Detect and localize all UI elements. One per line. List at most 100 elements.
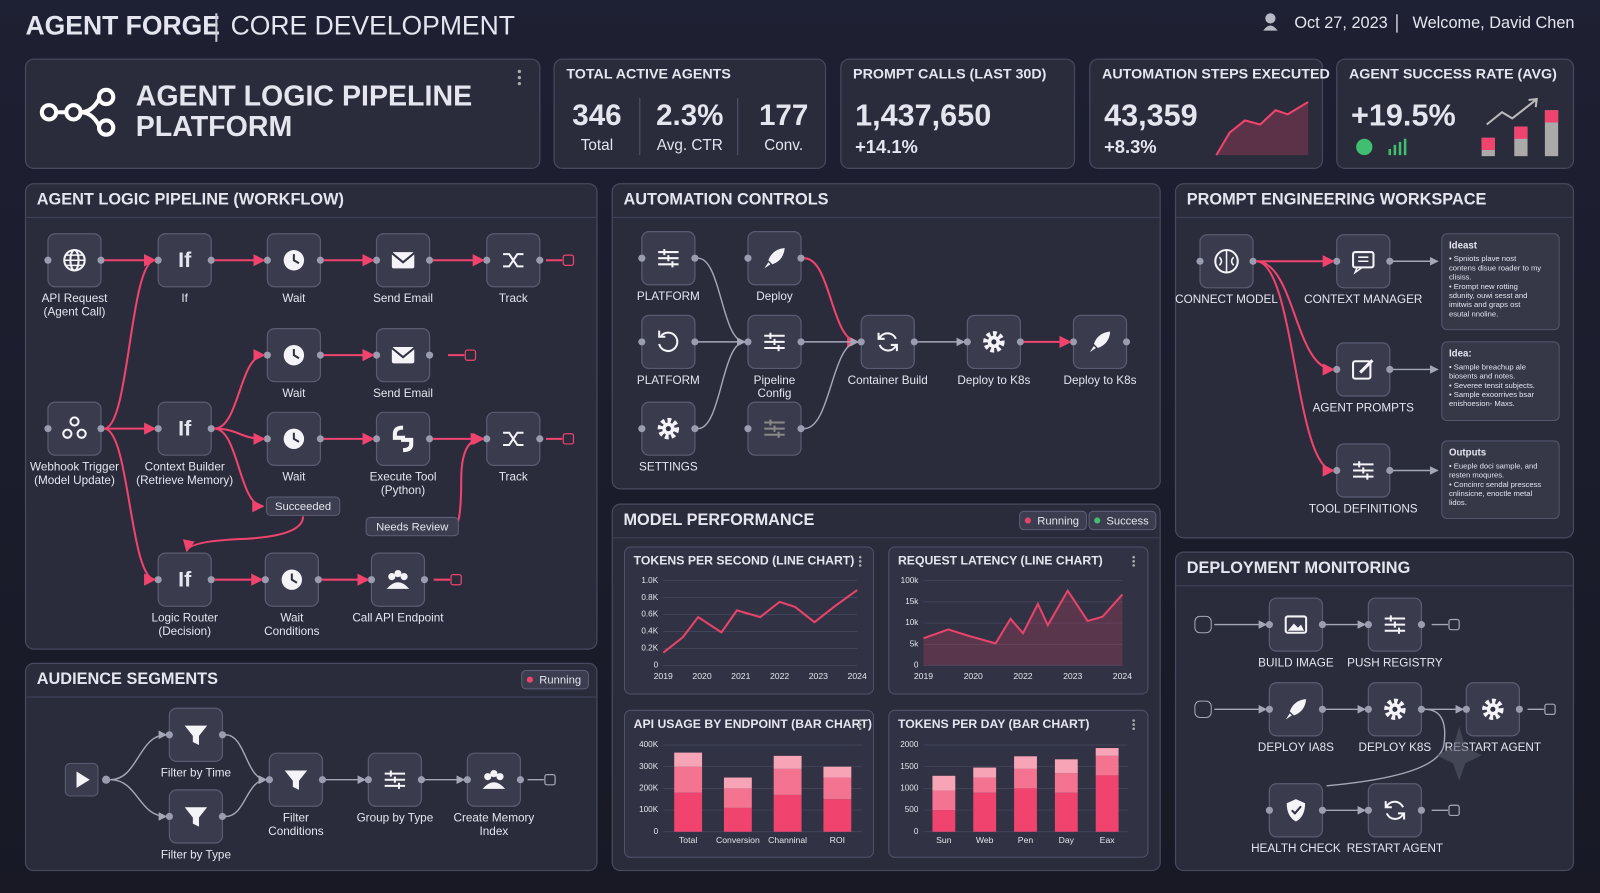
icon [1353, 256, 1369, 275]
kpi-value: 177 [759, 99, 808, 132]
port [44, 425, 52, 433]
icon [391, 252, 415, 269]
icon [384, 776, 406, 783]
port [316, 256, 324, 264]
y-tick-label: 100K [639, 805, 659, 814]
node-label: Create Memory [454, 812, 535, 825]
port [426, 435, 434, 443]
icon [1353, 467, 1374, 474]
menu-dot [1132, 727, 1135, 731]
menu-dot [517, 75, 522, 80]
connector [225, 775, 268, 818]
sparkle [1436, 726, 1482, 781]
port [691, 425, 699, 433]
logo-link [56, 97, 101, 127]
node-label: Deploy to K8s [957, 374, 1030, 387]
port [426, 256, 434, 264]
node-label: Conditions [268, 825, 324, 838]
port [261, 576, 269, 584]
deco-bar-top [1481, 137, 1495, 151]
port [1333, 466, 1341, 475]
y-tick-label: 500 [905, 805, 919, 814]
note-line: lidos. [1449, 498, 1467, 507]
line-area [923, 590, 1123, 666]
node-label: AGENT PROMPTS [1313, 401, 1415, 414]
bar-segment [1014, 768, 1037, 789]
node-label: If [181, 292, 188, 305]
panel-title: PROMPT ENGINEERING WORKSPACE [1187, 190, 1487, 208]
icon [1490, 706, 1496, 712]
node-label: SETTINGS [639, 461, 698, 474]
port [857, 338, 865, 346]
note-line: clisiss. [1449, 273, 1471, 282]
x-tick-label: 2020 [692, 671, 711, 681]
connector [1256, 260, 1335, 376]
node-label: HEALTH CHECK [1251, 842, 1341, 855]
menu-dot [858, 555, 862, 559]
bar-segment [823, 766, 852, 778]
note-line: • Erompt new rotting [1449, 282, 1518, 291]
port [44, 256, 52, 264]
node-label: Webhook Trigger [30, 461, 119, 474]
node-label: Wait [282, 471, 306, 484]
port [426, 351, 434, 359]
node-label: CONTEXT MANAGER [1304, 293, 1422, 306]
badge [1019, 510, 1087, 531]
y-tick-label: 200K [639, 784, 659, 793]
badge-text: Running [539, 675, 581, 687]
menu-dot [858, 564, 862, 567]
note-line: cnlinsicne, enoctle metal [1449, 489, 1533, 498]
icon [394, 569, 402, 578]
port [463, 776, 471, 784]
node-label: (Agent Call) [44, 305, 106, 318]
chart-title: TOKENS PER SECOND (LINE CHART) [634, 554, 855, 568]
icon [877, 332, 898, 352]
user-icon [1265, 13, 1276, 24]
icon [1284, 615, 1308, 634]
x-tick-label: 2021 [731, 671, 750, 681]
y-tick-label: 0 [654, 827, 659, 836]
port [1515, 705, 1523, 713]
port [1386, 466, 1394, 475]
port [1016, 338, 1024, 346]
logo-dot [96, 87, 116, 107]
kpi-title: AUTOMATION STEPS EXECUTED [1102, 66, 1330, 82]
port [744, 254, 752, 262]
y-tick-label: 100k [901, 576, 920, 585]
port [516, 776, 524, 784]
port [797, 338, 805, 346]
port [1333, 257, 1341, 265]
port [483, 256, 491, 264]
node-label: Pipeline [754, 374, 796, 387]
chart-title: TOKENS PER DAY (BAR CHART) [898, 717, 1089, 731]
end-marker [1544, 703, 1556, 716]
port [910, 338, 918, 346]
icon [1218, 250, 1235, 273]
connector [803, 257, 860, 348]
port [638, 338, 646, 346]
port [97, 425, 105, 433]
note-line: resten moqures. [1449, 471, 1504, 480]
icon [764, 247, 785, 269]
x-tick-label: 2022 [1013, 671, 1032, 681]
note-line: • Severee tensit subjects. [1449, 381, 1535, 390]
icon [983, 331, 1005, 353]
x-tick-label: Pen [1018, 835, 1034, 845]
note-title: Idea: [1449, 349, 1472, 360]
line [923, 588, 1124, 645]
x-tick-label: 2022 [770, 671, 789, 681]
badge-text: Needs Review [376, 522, 449, 534]
badge [1088, 510, 1157, 531]
icon [496, 773, 504, 781]
port [1249, 257, 1257, 265]
port [1265, 705, 1273, 713]
port [691, 254, 699, 262]
bar-segment [1054, 759, 1078, 774]
port [417, 776, 425, 784]
kpi-title: AGENT SUCCESS RATE (AVG) [1349, 66, 1557, 82]
line [662, 589, 858, 654]
kpi-value: 346 [572, 99, 621, 132]
chart-card [623, 546, 874, 695]
port [1333, 365, 1341, 374]
port [797, 254, 805, 262]
